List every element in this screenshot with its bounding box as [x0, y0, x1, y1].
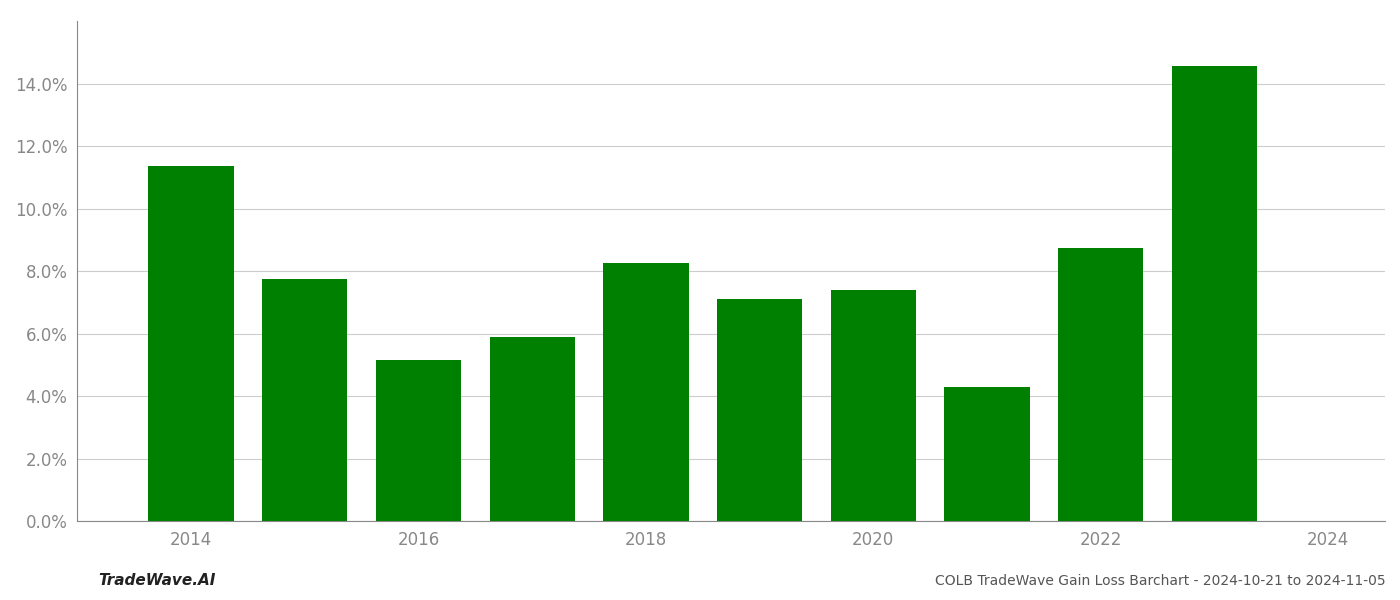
- Bar: [945, 387, 1029, 521]
- Bar: [717, 299, 802, 521]
- Bar: [1058, 248, 1144, 521]
- Text: TradeWave.AI: TradeWave.AI: [98, 573, 216, 588]
- Bar: [1172, 67, 1257, 521]
- Bar: [375, 360, 461, 521]
- Bar: [262, 279, 347, 521]
- Bar: [148, 166, 234, 521]
- Bar: [603, 263, 689, 521]
- Bar: [830, 290, 916, 521]
- Bar: [490, 337, 575, 521]
- Text: COLB TradeWave Gain Loss Barchart - 2024-10-21 to 2024-11-05: COLB TradeWave Gain Loss Barchart - 2024…: [935, 574, 1386, 588]
